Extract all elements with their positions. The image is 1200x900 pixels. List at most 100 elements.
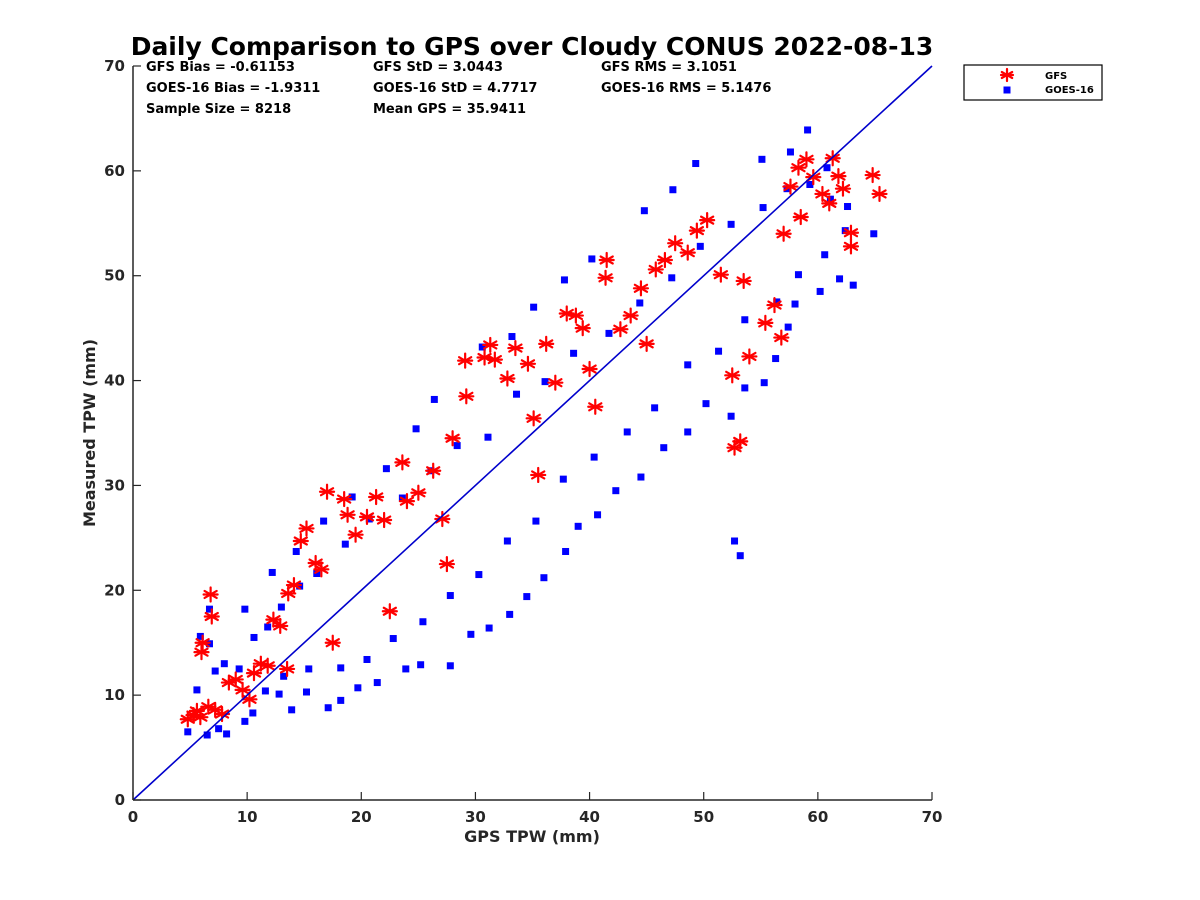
goes16-point xyxy=(203,731,211,739)
gfs-point xyxy=(318,483,336,500)
gfs-point xyxy=(656,251,674,269)
gfs-series xyxy=(179,150,888,728)
legend-gfs-marker xyxy=(999,67,1015,83)
gfs-point xyxy=(732,433,749,450)
y-tick-label: 70 xyxy=(104,57,125,75)
gfs-point xyxy=(194,634,211,651)
goes16-point xyxy=(758,155,766,163)
goes16-point xyxy=(503,537,511,545)
gfs-point xyxy=(712,266,729,283)
goes16-point xyxy=(475,571,483,579)
goes16-point xyxy=(715,347,723,355)
goes16-point xyxy=(727,412,735,420)
y-tick-label: 60 xyxy=(104,162,125,180)
gfs-point xyxy=(547,374,564,391)
gfs-point xyxy=(278,660,296,678)
goes16-point xyxy=(727,220,735,228)
gfs-point xyxy=(688,222,705,239)
goes16-point xyxy=(784,323,792,331)
gfs-point xyxy=(292,532,309,550)
gfs-point xyxy=(339,506,356,523)
axes-layer: 0 10 20 30 40 50 60 70 0 10 20 30 40 50 60 70 xyxy=(104,57,942,826)
goes16-point xyxy=(288,706,296,714)
gfs-point xyxy=(313,561,330,578)
goes16-point xyxy=(786,148,794,156)
goes16-point xyxy=(275,690,283,698)
goes16-point xyxy=(836,275,844,283)
gfs-point xyxy=(434,510,451,528)
goes16-point xyxy=(417,661,425,669)
gfs-point xyxy=(499,370,516,387)
legend-gfs-asterisk xyxy=(999,67,1015,83)
gfs-point xyxy=(482,336,499,354)
goes16-point xyxy=(268,568,276,576)
y-tick-label: 0 xyxy=(115,791,125,809)
gfs-point xyxy=(227,671,244,688)
gfs-point xyxy=(410,484,427,501)
goes16-point xyxy=(696,242,704,250)
legend-box xyxy=(963,64,1103,101)
goes16-point xyxy=(453,442,461,450)
goes16-point xyxy=(241,605,249,613)
x-tick-label: 0 xyxy=(128,808,138,826)
goes16-point xyxy=(570,349,578,357)
goes16-point xyxy=(184,728,192,736)
goes16-point xyxy=(446,592,454,600)
x-tick-label: 30 xyxy=(465,808,486,826)
one-to-one-line xyxy=(132,65,933,801)
legend-gfs-label: GFS xyxy=(1045,71,1067,82)
goes16-point xyxy=(794,271,802,279)
goes16-point xyxy=(419,618,427,626)
gfs-point xyxy=(234,681,251,699)
gfs-point xyxy=(574,320,591,337)
gfs-point xyxy=(798,151,815,168)
goes16-point xyxy=(605,329,613,337)
legend-goes-label: GOES-16 xyxy=(1045,85,1094,96)
gfs-point xyxy=(581,360,598,378)
goes-std-stat: GOES-16 StD = 4.7717 xyxy=(373,81,537,96)
gfs-point xyxy=(587,398,604,415)
gfs-point xyxy=(192,709,209,726)
mean-gps-stat: Mean GPS = 35.9411 xyxy=(373,102,526,117)
points-layer xyxy=(132,65,933,801)
goes16-point xyxy=(540,574,548,582)
goes16-point xyxy=(320,517,328,525)
gfs-point xyxy=(458,388,475,405)
goes16-point xyxy=(651,404,659,412)
goes16-point xyxy=(261,687,269,695)
gfs-point xyxy=(203,608,220,625)
goes16-point xyxy=(313,570,321,578)
chart-title: Daily Comparison to GPS over Cloudy CONU… xyxy=(131,32,934,61)
gfs-point xyxy=(259,657,276,674)
goes16-point xyxy=(264,623,272,631)
goes16-point xyxy=(760,379,768,387)
gfs-point xyxy=(864,166,881,184)
x-tick-label: 60 xyxy=(807,808,828,826)
goes16-point xyxy=(402,665,410,673)
gfs-point xyxy=(773,329,790,346)
legend-goes-square xyxy=(1003,86,1011,94)
x-tick-label: 50 xyxy=(693,808,714,826)
x-tick-label: 40 xyxy=(579,808,600,826)
goes16-point xyxy=(759,204,767,212)
goes16-point xyxy=(612,487,620,495)
goes16-point xyxy=(741,316,749,324)
gfs-point xyxy=(597,269,614,286)
x-tick-label: 10 xyxy=(237,808,258,826)
y-tick-label: 50 xyxy=(104,267,125,285)
goes16-point xyxy=(660,444,668,452)
goes16-point xyxy=(637,473,645,481)
goes16-point xyxy=(484,433,492,441)
goes16-point xyxy=(541,378,549,386)
goes16-point xyxy=(250,633,258,641)
gfs-point xyxy=(394,454,411,471)
goes16-point xyxy=(223,730,231,738)
goes16-point xyxy=(588,255,596,263)
goes16-point xyxy=(669,186,677,194)
gfs-point xyxy=(376,511,393,529)
goes16-point xyxy=(590,453,598,461)
gfs-point xyxy=(598,251,615,269)
gfs-point xyxy=(699,212,716,229)
goes16-point xyxy=(508,333,516,341)
